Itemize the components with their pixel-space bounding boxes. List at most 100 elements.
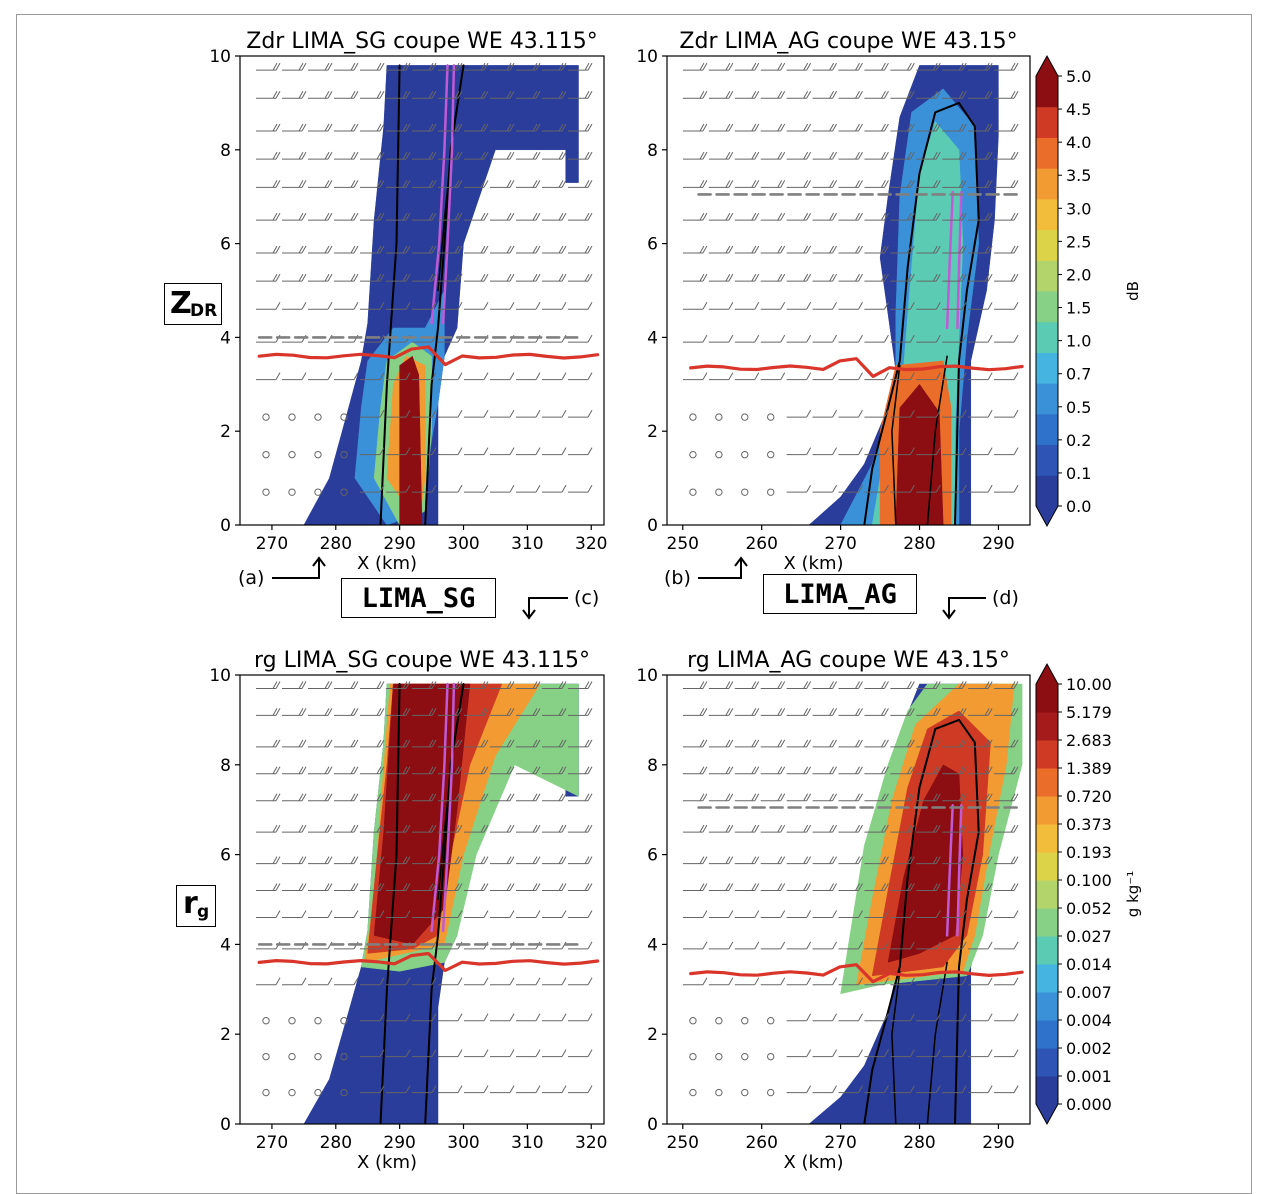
wind-barb (916, 1085, 941, 1094)
x-tick-label-c: 310 (511, 1133, 543, 1153)
wind-barb (708, 824, 734, 833)
wind-barb (968, 739, 993, 748)
x-tick-label-d: 290 (982, 1133, 1014, 1153)
wind-barb (812, 977, 838, 986)
wind-barb (994, 708, 1019, 716)
wind-barb (360, 273, 385, 282)
wind-barb (838, 824, 863, 833)
wind-barb (282, 245, 307, 254)
wind-barb (438, 856, 463, 865)
tag-c: (c) (574, 587, 599, 609)
wind-barb (412, 245, 437, 254)
wind-barb (864, 708, 889, 716)
wind-barb (438, 180, 463, 188)
wind-barb (864, 793, 889, 802)
wind-barb (308, 681, 333, 689)
wind-barb (438, 708, 463, 716)
wind-barb (838, 681, 863, 689)
wind-barb (734, 708, 760, 716)
colorbar-bin (1036, 880, 1058, 909)
wind-barb (968, 123, 993, 132)
wind-barb (708, 151, 734, 160)
wind-barb (682, 372, 708, 381)
y-tick-label-d: 10 (636, 666, 658, 686)
wind-barb (916, 739, 941, 748)
wind-barb (734, 302, 760, 310)
wind-barb (542, 941, 567, 950)
colorbar-bin (1036, 291, 1058, 323)
wind-barb (386, 302, 411, 310)
panel-tags: (a) (c) (b) (d) (238, 556, 1019, 620)
colorbar-bin (1036, 768, 1058, 797)
wind-barb (282, 856, 307, 865)
wind-barb (360, 1049, 385, 1058)
wind-barb (334, 245, 359, 254)
wind-barb (516, 766, 541, 775)
wind-barb (464, 484, 489, 493)
wind-barb (516, 302, 541, 310)
wind-barb (490, 484, 515, 493)
wind-barb (760, 62, 786, 71)
updraft-a-1 (430, 64, 449, 325)
wind-barb (994, 245, 1019, 254)
wind-barb (308, 151, 333, 160)
calm-marker (262, 488, 270, 496)
wind-barb (890, 883, 915, 892)
wind-barb (412, 824, 437, 833)
wind-barb (438, 372, 463, 381)
wind-barb (542, 447, 567, 456)
wind-barb (968, 245, 993, 254)
wind-barb (734, 883, 760, 892)
wind-barb (360, 90, 385, 99)
wind-barb (786, 447, 812, 456)
wind-barb (386, 977, 411, 986)
wind-barb (542, 1085, 567, 1094)
wind-barb (786, 910, 812, 918)
wind-barb (568, 1085, 593, 1094)
x-tick-label-c: 270 (256, 1133, 288, 1153)
wind-barb (412, 409, 437, 418)
wind-barb (308, 245, 333, 254)
panel-d: 250 260 270 280 290 0 2 4 6 8 10 rg LIMA_AG coupe W… (636, 648, 1031, 1173)
panel-b: 250 260 270 280 290 0 2 4 6 8 10 Zdr LIMA_AG coupe … (636, 29, 1031, 574)
wind-barb (708, 910, 734, 918)
panel-title-b: Zdr LIMA_AG coupe WE 43.15° (679, 29, 1017, 54)
wind-barb (994, 681, 1019, 689)
wind-barb (256, 212, 281, 221)
colorbar-extend-bottom (1036, 506, 1058, 526)
x-tick-label-c: 320 (575, 1133, 607, 1153)
wind-barb (786, 409, 812, 418)
wind-barb (256, 273, 281, 282)
wind-barb (438, 273, 463, 282)
wind-barb (490, 62, 515, 71)
wind-barb (734, 856, 760, 865)
wind-barb (838, 910, 863, 918)
calm-marker (340, 1052, 348, 1061)
wind-barb (438, 1085, 463, 1094)
wind-barb (864, 372, 889, 381)
wind-barb (812, 123, 838, 132)
colorbar-bin (1036, 383, 1058, 415)
wind-barb (708, 977, 734, 986)
wind-barb (568, 977, 593, 986)
y-tick-label-b: 2 (647, 422, 658, 442)
calm-marker (715, 1017, 723, 1025)
x-tick-label-a: 310 (511, 534, 543, 554)
wind-barb (256, 302, 281, 310)
wind-barb (282, 180, 307, 188)
wind-barb (256, 739, 281, 748)
wind-barb (916, 941, 941, 950)
axes-frame-c (239, 674, 605, 1125)
calm-marker (262, 1017, 270, 1025)
wind-barb (708, 245, 734, 254)
wind-barb (838, 1013, 863, 1022)
wind-barb (490, 212, 515, 221)
wind-barb (360, 245, 385, 254)
wind-barb (864, 245, 889, 254)
wind-barb (464, 212, 489, 221)
wind-barb (890, 245, 915, 254)
colorbar-extend-bottom (1036, 1104, 1058, 1124)
wind-barb (838, 793, 863, 802)
wind-barb (942, 1049, 967, 1058)
